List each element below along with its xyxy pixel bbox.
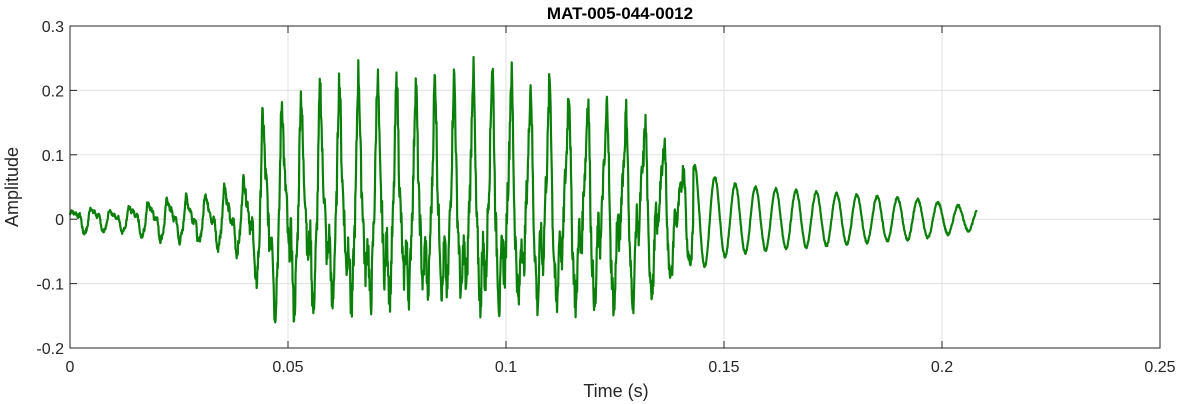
x-axis-ticks: 0 0.05 0.1 0.15 0.2 0.25 [66, 26, 1176, 376]
x-tick-label: 0.25 [1144, 359, 1175, 376]
x-tick-label: 0.2 [931, 359, 953, 376]
y-tick-label: -0.2 [36, 341, 64, 358]
series-line-amplitude [68, 55, 978, 324]
y-tick-label: 0.3 [42, 19, 64, 36]
x-axis-label: Time (s) [583, 381, 648, 401]
chart-title: MAT-005-044-0012 [547, 4, 693, 23]
plot-frame [69, 25, 1161, 349]
y-axis-label: Amplitude [2, 147, 22, 227]
y-tick-label: -0.1 [36, 277, 64, 294]
x-tick-label: 0 [66, 359, 75, 376]
y-tick-label: 0.1 [42, 148, 64, 165]
y-axis-ticks: -0.2 -0.1 0 0.1 0.2 0.3 [36, 19, 1160, 358]
x-tick-label: 0.15 [708, 359, 739, 376]
y-tick-label: 0.2 [42, 83, 64, 100]
x-tick-label: 0.1 [495, 359, 517, 376]
x-tick-label: 0.05 [272, 359, 303, 376]
y-tick-label: 0 [55, 212, 64, 229]
